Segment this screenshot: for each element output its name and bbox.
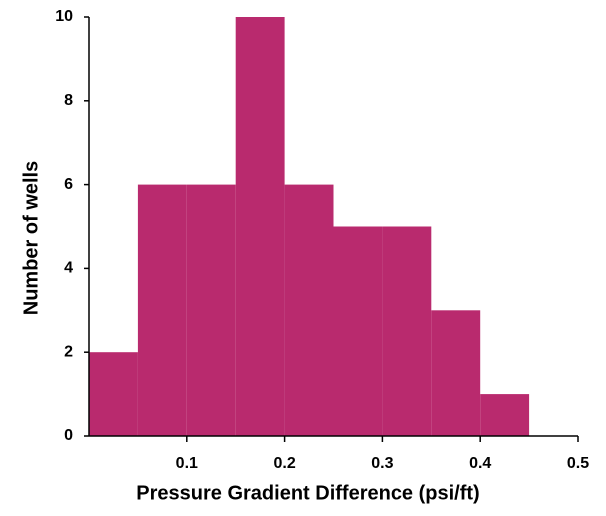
- x-tick-label: 0.3: [371, 455, 393, 472]
- y-tick-label: 2: [64, 343, 73, 360]
- bar: [431, 310, 481, 436]
- x-tick-label: 0.5: [567, 455, 589, 472]
- y-tick-label: 0: [64, 427, 73, 444]
- y-axis-title: Number of wells: [20, 161, 42, 315]
- y-tick-label: 8: [64, 92, 73, 109]
- x-tick-label: 0.4: [469, 455, 491, 472]
- x-tick-label: 0.1: [176, 455, 198, 472]
- y-tick-label: 4: [64, 260, 73, 277]
- bar: [89, 352, 138, 436]
- y-tick-label: 6: [64, 176, 73, 193]
- x-axis-title: Pressure Gradient Difference (psi/ft): [136, 482, 479, 504]
- y-tick-label: 10: [55, 8, 73, 25]
- bar: [333, 226, 383, 436]
- bar: [284, 184, 334, 436]
- bar: [480, 394, 530, 436]
- bar: [235, 17, 285, 436]
- x-tick-label: 0.2: [273, 455, 295, 472]
- bar: [137, 184, 187, 436]
- bar: [382, 226, 432, 436]
- bar: [186, 184, 236, 436]
